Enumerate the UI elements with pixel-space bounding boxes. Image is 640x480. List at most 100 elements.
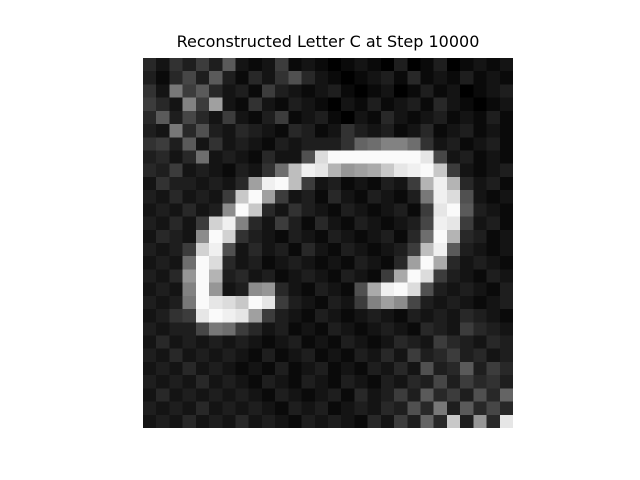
heatmap-cell <box>222 124 236 138</box>
heatmap-cell <box>275 322 289 336</box>
heatmap-cell <box>380 256 395 270</box>
heatmap-cell <box>394 243 408 257</box>
heatmap-cell <box>460 58 474 72</box>
heatmap-cell <box>473 137 487 151</box>
heatmap-cell <box>407 110 421 125</box>
heatmap-cell <box>473 335 487 350</box>
heatmap-cell <box>209 71 223 85</box>
heatmap-cell <box>499 150 513 165</box>
heatmap-cell <box>433 124 448 138</box>
heatmap-cell <box>248 229 263 244</box>
heatmap-cell <box>182 71 197 85</box>
heatmap-cell <box>499 97 513 112</box>
heatmap-cell <box>499 256 513 270</box>
heatmap-cell <box>341 361 355 376</box>
heatmap-cell <box>446 335 461 350</box>
heatmap-cell <box>354 71 368 85</box>
heatmap-cell <box>261 190 276 204</box>
heatmap-cell <box>156 256 170 270</box>
heatmap-cell <box>143 388 157 402</box>
heatmap-cell <box>235 110 250 125</box>
heatmap-cell <box>314 282 329 297</box>
heatmap-cell <box>499 348 513 363</box>
heatmap-cell <box>380 124 395 138</box>
heatmap-cell <box>235 71 250 85</box>
heatmap-cell <box>288 309 302 323</box>
heatmap-cell <box>169 84 183 98</box>
heatmap-cell <box>473 216 487 231</box>
heatmap-cell <box>473 256 487 270</box>
heatmap-cell <box>314 203 329 217</box>
heatmap-cell <box>341 84 355 98</box>
heatmap-cell <box>367 229 382 244</box>
heatmap-cell <box>380 229 395 244</box>
heatmap-cell <box>235 256 250 270</box>
heatmap-cell <box>394 322 408 336</box>
heatmap-cell <box>446 84 461 98</box>
heatmap-cell <box>433 97 448 112</box>
heatmap-cell <box>354 269 368 283</box>
heatmap-cell <box>288 375 302 389</box>
heatmap-cell <box>288 269 302 283</box>
heatmap-cell <box>156 84 170 98</box>
heatmap-cell <box>407 58 421 72</box>
heatmap-cell <box>209 401 223 416</box>
heatmap-cell <box>473 348 487 363</box>
heatmap-cell <box>367 84 382 98</box>
heatmap-cell <box>195 190 210 204</box>
heatmap-cell <box>301 176 316 191</box>
heatmap-cell <box>354 190 368 204</box>
heatmap-cell <box>473 190 487 204</box>
heatmap-cell <box>328 176 342 191</box>
heatmap-cell <box>275 375 289 389</box>
heatmap-cell <box>222 137 236 151</box>
heatmap-cell <box>222 84 236 98</box>
heatmap-cell <box>275 309 289 323</box>
heatmap-cell <box>341 176 355 191</box>
heatmap-cell <box>195 361 210 376</box>
heatmap-cell <box>301 295 316 310</box>
heatmap-cell <box>499 309 513 323</box>
heatmap-cell <box>473 295 487 310</box>
heatmap-cell <box>156 229 170 244</box>
heatmap-cell <box>420 348 435 363</box>
heatmap-cell <box>156 295 170 310</box>
heatmap-cell <box>407 163 421 178</box>
heatmap-cell <box>314 137 329 151</box>
heatmap-cell <box>209 124 223 138</box>
heatmap-cell <box>380 414 395 428</box>
heatmap-cell <box>143 150 157 165</box>
heatmap-cell <box>354 388 368 402</box>
heatmap-cell <box>182 388 197 402</box>
heatmap-cell <box>499 243 513 257</box>
heatmap-cell <box>407 216 421 231</box>
heatmap-cell <box>169 137 183 151</box>
heatmap-cell <box>341 269 355 283</box>
heatmap-cell <box>354 348 368 363</box>
heatmap-cell <box>328 163 342 178</box>
heatmap-cell <box>156 124 170 138</box>
heatmap-cell <box>235 137 250 151</box>
heatmap-cell <box>209 295 223 310</box>
heatmap-cell <box>354 163 368 178</box>
heatmap-cell <box>235 216 250 231</box>
heatmap-cell <box>473 401 487 416</box>
heatmap-cell <box>169 243 183 257</box>
heatmap-cell <box>143 216 157 231</box>
heatmap-cell <box>486 256 501 270</box>
heatmap-cell <box>460 295 474 310</box>
heatmap-cell <box>235 295 250 310</box>
heatmap-cell <box>314 229 329 244</box>
heatmap-cell <box>314 190 329 204</box>
heatmap-cell <box>460 282 474 297</box>
heatmap-cell <box>195 58 210 72</box>
heatmap-cell <box>182 58 197 72</box>
heatmap-cell <box>420 110 435 125</box>
heatmap-cell <box>341 295 355 310</box>
heatmap-cell <box>261 110 276 125</box>
heatmap-cell <box>143 84 157 98</box>
heatmap-cell <box>486 203 501 217</box>
heatmap-cell <box>314 295 329 310</box>
heatmap-cell <box>195 388 210 402</box>
heatmap-cell <box>275 348 289 363</box>
